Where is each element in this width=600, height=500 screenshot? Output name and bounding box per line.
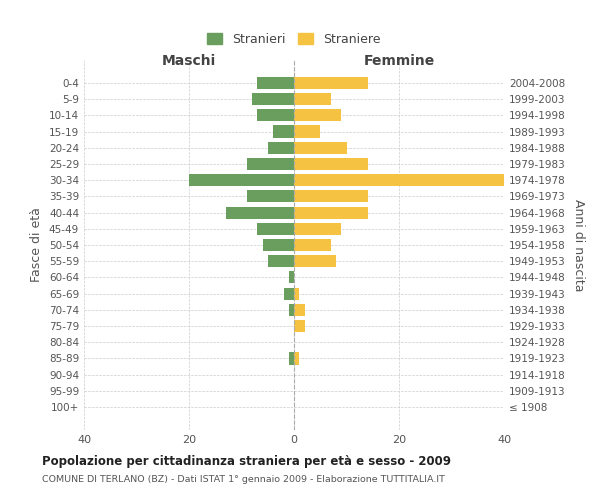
- Bar: [273, 126, 294, 138]
- Bar: [294, 255, 336, 268]
- Bar: [294, 158, 367, 170]
- Bar: [263, 239, 294, 251]
- Legend: Stranieri, Straniere: Stranieri, Straniere: [203, 29, 385, 50]
- Text: Femmine: Femmine: [364, 54, 434, 68]
- Bar: [294, 239, 331, 251]
- Bar: [294, 174, 504, 186]
- Bar: [294, 126, 320, 138]
- Bar: [257, 109, 294, 122]
- Bar: [189, 174, 294, 186]
- Bar: [268, 142, 294, 154]
- Bar: [294, 352, 299, 364]
- Bar: [257, 77, 294, 89]
- Y-axis label: Anni di nascita: Anni di nascita: [572, 198, 585, 291]
- Bar: [294, 320, 305, 332]
- Bar: [247, 190, 294, 202]
- Text: COMUNE DI TERLANO (BZ) - Dati ISTAT 1° gennaio 2009 - Elaborazione TUTTITALIA.IT: COMUNE DI TERLANO (BZ) - Dati ISTAT 1° g…: [42, 475, 445, 484]
- Bar: [294, 206, 367, 218]
- Bar: [294, 288, 299, 300]
- Y-axis label: Fasce di età: Fasce di età: [31, 208, 43, 282]
- Bar: [252, 93, 294, 105]
- Text: Maschi: Maschi: [162, 54, 216, 68]
- Bar: [247, 158, 294, 170]
- Text: Popolazione per cittadinanza straniera per età e sesso - 2009: Popolazione per cittadinanza straniera p…: [42, 455, 451, 468]
- Bar: [257, 222, 294, 235]
- Bar: [226, 206, 294, 218]
- Bar: [289, 304, 294, 316]
- Bar: [294, 304, 305, 316]
- Bar: [289, 272, 294, 283]
- Bar: [289, 352, 294, 364]
- Bar: [294, 77, 367, 89]
- Bar: [284, 288, 294, 300]
- Bar: [294, 190, 367, 202]
- Bar: [268, 255, 294, 268]
- Bar: [294, 93, 331, 105]
- Bar: [294, 222, 341, 235]
- Bar: [294, 142, 347, 154]
- Bar: [294, 109, 341, 122]
